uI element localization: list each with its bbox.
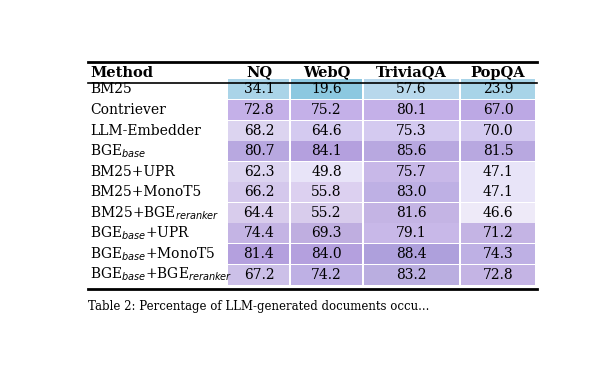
Text: BGE$_{\mathit{base}}$+MonoT5: BGE$_{\mathit{base}}$+MonoT5: [90, 245, 216, 263]
Text: Contriever: Contriever: [90, 103, 167, 117]
Text: 64.4: 64.4: [243, 206, 274, 220]
Text: 75.2: 75.2: [311, 103, 342, 117]
Text: 79.1: 79.1: [396, 227, 426, 240]
Text: 57.6: 57.6: [396, 82, 426, 96]
Text: BM25: BM25: [90, 82, 132, 96]
Bar: [292, 223, 362, 243]
Bar: [461, 141, 536, 161]
Text: 74.3: 74.3: [483, 247, 514, 261]
Text: Table 2: Percentage of LLM-generated documents occu...: Table 2: Percentage of LLM-generated doc…: [88, 300, 429, 313]
Bar: [292, 203, 362, 223]
Text: 19.6: 19.6: [311, 82, 342, 96]
Bar: [229, 244, 290, 264]
Text: 72.8: 72.8: [483, 268, 513, 281]
Bar: [364, 79, 459, 100]
Bar: [229, 162, 290, 182]
Text: BM25+MonoT5: BM25+MonoT5: [90, 185, 202, 199]
Bar: [292, 100, 362, 120]
Bar: [364, 162, 459, 182]
Text: 80.7: 80.7: [243, 144, 274, 158]
Text: 69.3: 69.3: [311, 227, 342, 240]
Bar: [292, 79, 362, 100]
Text: LLM-Embedder: LLM-Embedder: [90, 124, 201, 138]
Text: 83.2: 83.2: [396, 268, 426, 281]
Text: 85.6: 85.6: [396, 144, 426, 158]
Bar: [229, 223, 290, 243]
Bar: [229, 141, 290, 161]
Text: 88.4: 88.4: [396, 247, 426, 261]
Text: 62.3: 62.3: [244, 165, 274, 179]
Bar: [461, 223, 536, 243]
Bar: [364, 203, 459, 223]
Text: BGE$_{\mathit{base}}$+UPR: BGE$_{\mathit{base}}$+UPR: [90, 225, 191, 242]
Text: 34.1: 34.1: [243, 82, 274, 96]
Bar: [461, 100, 536, 120]
Text: 72.8: 72.8: [243, 103, 274, 117]
Bar: [229, 265, 290, 285]
Bar: [364, 265, 459, 285]
Bar: [461, 162, 536, 182]
Text: 75.7: 75.7: [396, 165, 426, 179]
Text: 75.3: 75.3: [396, 124, 426, 138]
Text: 84.0: 84.0: [311, 247, 342, 261]
Bar: [229, 203, 290, 223]
Text: TriviaQA: TriviaQA: [376, 66, 447, 79]
Text: 66.2: 66.2: [244, 185, 274, 199]
Text: 46.6: 46.6: [483, 206, 513, 220]
Text: 55.8: 55.8: [311, 185, 342, 199]
Text: 55.2: 55.2: [311, 206, 342, 220]
Text: 81.5: 81.5: [483, 144, 513, 158]
Text: 81.4: 81.4: [243, 247, 274, 261]
Text: 80.1: 80.1: [396, 103, 426, 117]
Text: WebQ: WebQ: [303, 66, 350, 79]
Text: 74.2: 74.2: [311, 268, 342, 281]
Bar: [229, 182, 290, 202]
Bar: [229, 120, 290, 141]
Text: 71.2: 71.2: [483, 227, 514, 240]
Bar: [364, 120, 459, 141]
Text: Method: Method: [90, 66, 154, 79]
Text: 47.1: 47.1: [483, 165, 514, 179]
Bar: [461, 79, 536, 100]
Bar: [364, 100, 459, 120]
Bar: [461, 182, 536, 202]
Bar: [292, 265, 362, 285]
Bar: [292, 244, 362, 264]
Bar: [364, 141, 459, 161]
Bar: [364, 223, 459, 243]
Text: 83.0: 83.0: [396, 185, 426, 199]
Bar: [364, 244, 459, 264]
Text: NQ: NQ: [246, 66, 272, 79]
Bar: [461, 120, 536, 141]
Bar: [292, 162, 362, 182]
Text: 64.6: 64.6: [311, 124, 342, 138]
Text: 81.6: 81.6: [396, 206, 426, 220]
Bar: [229, 79, 290, 100]
Text: BGE$_{\mathit{base}}$+BGE$_{\mathit{reranker}}$: BGE$_{\mathit{base}}$+BGE$_{\mathit{rera…: [90, 266, 233, 283]
Bar: [292, 141, 362, 161]
Text: BM25+BGE$_{\mathit{reranker}}$: BM25+BGE$_{\mathit{reranker}}$: [90, 204, 220, 221]
Text: 47.1: 47.1: [483, 185, 514, 199]
Bar: [461, 265, 536, 285]
Bar: [461, 244, 536, 264]
Text: 67.0: 67.0: [483, 103, 513, 117]
Bar: [364, 182, 459, 202]
Text: 84.1: 84.1: [311, 144, 342, 158]
Text: PopQA: PopQA: [471, 66, 525, 79]
Text: 70.0: 70.0: [483, 124, 513, 138]
Bar: [229, 100, 290, 120]
Text: BGE$_{\mathit{base}}$: BGE$_{\mathit{base}}$: [90, 142, 147, 160]
Text: 74.4: 74.4: [243, 227, 274, 240]
Text: BM25+UPR: BM25+UPR: [90, 165, 175, 179]
Bar: [292, 182, 362, 202]
Text: 23.9: 23.9: [483, 82, 513, 96]
Bar: [292, 120, 362, 141]
Text: 67.2: 67.2: [243, 268, 274, 281]
Text: 68.2: 68.2: [244, 124, 274, 138]
Text: 49.8: 49.8: [311, 165, 342, 179]
Bar: [461, 203, 536, 223]
